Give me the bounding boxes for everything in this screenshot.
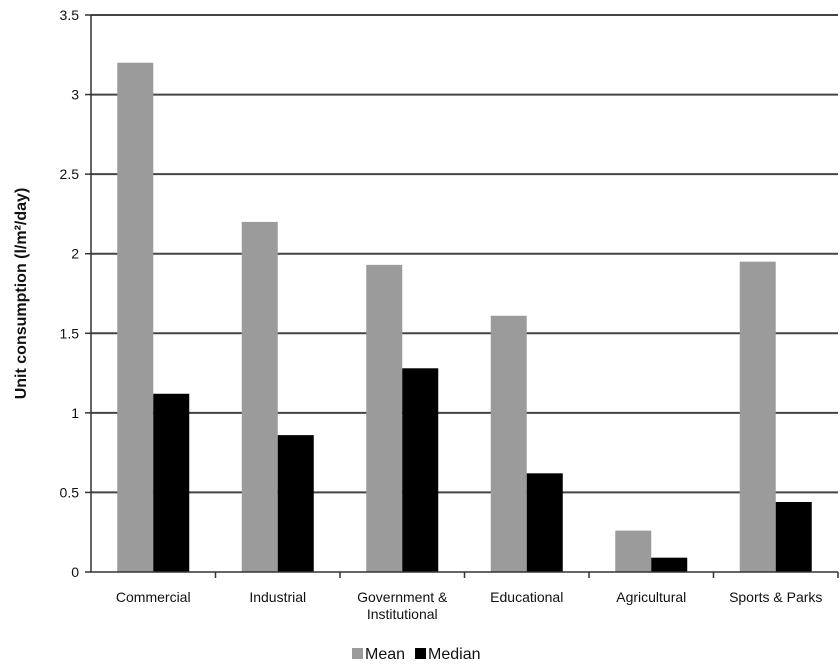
x-category-label: Commercial [116, 589, 191, 605]
x-category-label: Industrial [249, 589, 306, 605]
bar-median-educational [526, 473, 563, 572]
bar-median-commercial [153, 393, 190, 572]
bar-median-government-institutional [402, 368, 439, 572]
bar-median-sports-parks [775, 501, 812, 572]
bar-median-agricultural [651, 557, 688, 572]
y-tick-label: 2 [71, 246, 79, 262]
x-category-label: Sports & Parks [729, 589, 822, 605]
axes [90, 15, 839, 578]
y-tick-label: 2.5 [60, 166, 80, 182]
bar-mean-educational [490, 315, 527, 572]
x-axis-categories: Commercial Industrial Government &Institut… [116, 589, 823, 622]
y-tick-label: 1.5 [60, 325, 80, 341]
y-tick-label: 0.5 [60, 484, 80, 500]
bar-mean-agricultural [615, 530, 652, 572]
legend-label-median: Median [428, 646, 480, 663]
y-tick-label: 0 [71, 564, 79, 580]
bar-mean-sports-parks [739, 261, 776, 572]
gridlines [91, 14, 838, 494]
x-category-label: Agricultural [616, 589, 686, 605]
y-axis-label: Unit consumption (l/m²/day) [13, 188, 30, 400]
y-tick-label: 3 [71, 87, 79, 103]
x-category-label: Educational [490, 589, 563, 605]
legend-swatch-mean [352, 648, 363, 659]
y-tick-label: 3.5 [60, 7, 80, 23]
bar-mean-government-institutional [366, 264, 403, 572]
x-category-label: Institutional [367, 606, 438, 622]
legend-label-mean: Mean [365, 646, 405, 663]
bar-median-industrial [277, 435, 314, 572]
x-category-label: Government & [357, 589, 448, 605]
bar-mean-commercial [117, 62, 154, 572]
legend: Mean Median [352, 646, 481, 663]
y-tick-label: 1 [71, 405, 79, 421]
bar-mean-industrial [241, 221, 278, 572]
bars [117, 62, 812, 572]
y-axis-ticks: 0 0.5 1 1.5 2 2.5 3 3.5 [60, 7, 91, 580]
legend-swatch-median [415, 648, 427, 659]
